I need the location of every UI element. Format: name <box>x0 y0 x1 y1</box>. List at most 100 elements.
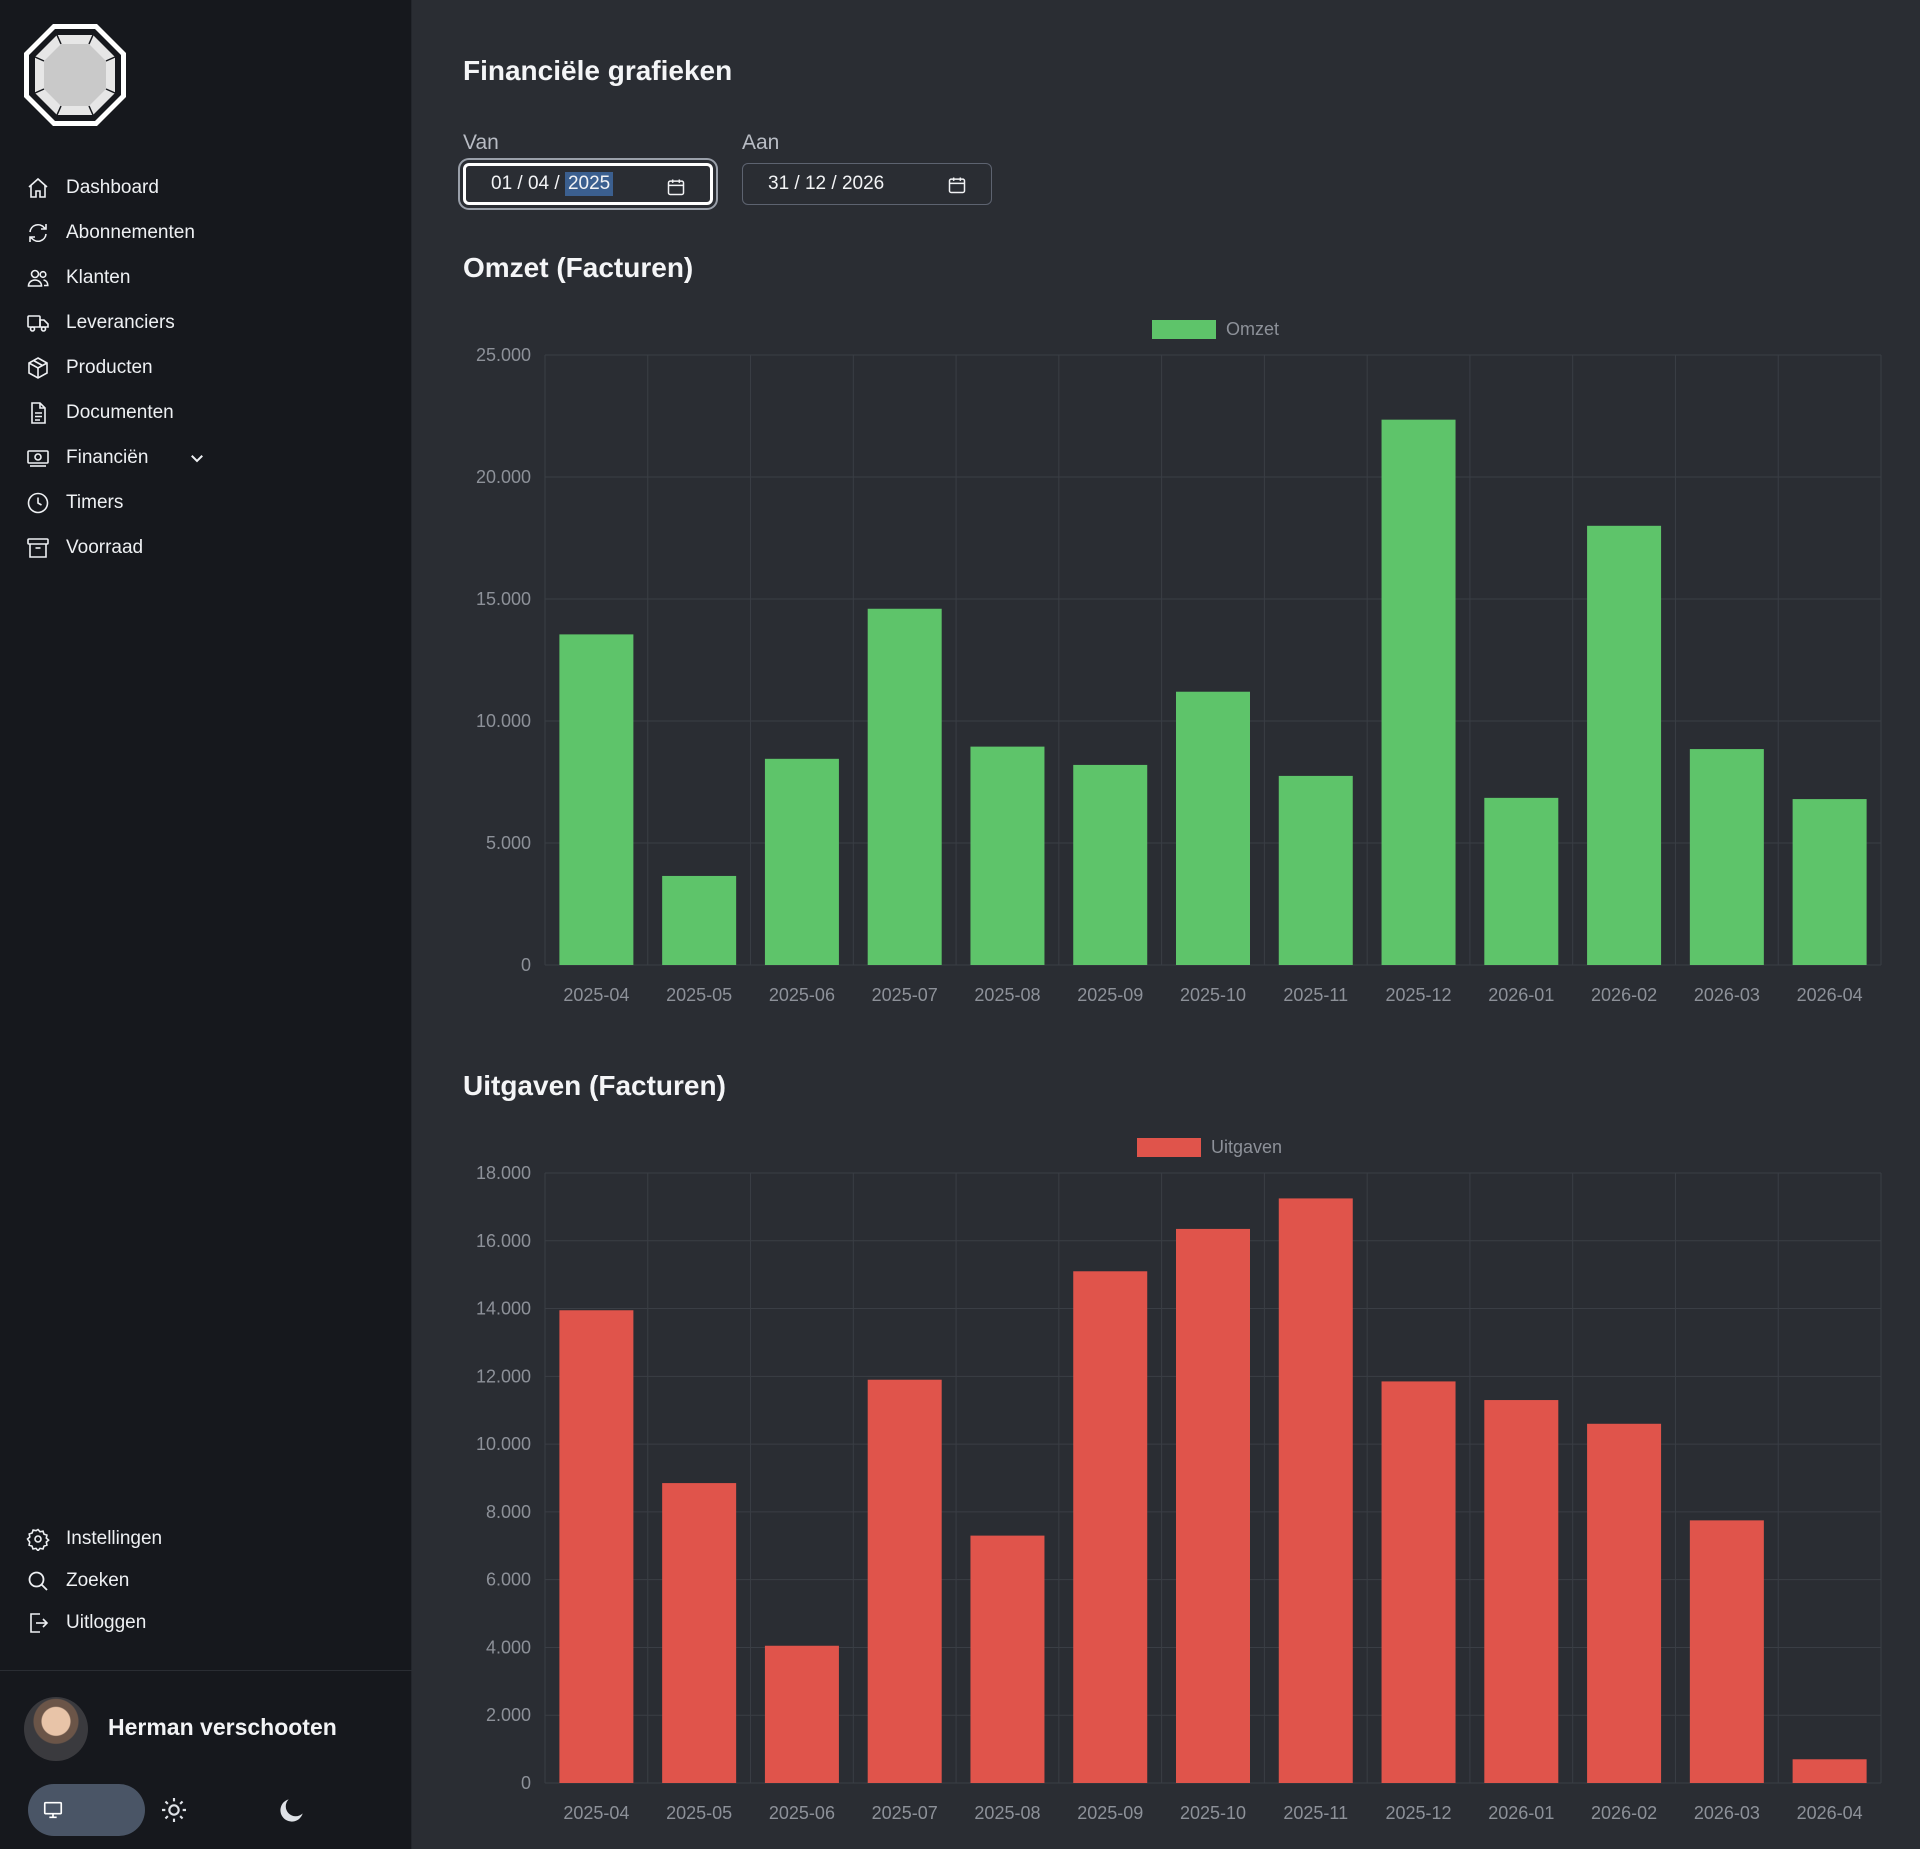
expenses-xtick-label: 2025-11 <box>1283 1803 1348 1823</box>
refresh-icon <box>29 223 47 243</box>
revenue-xtick-label: 2025-07 <box>872 985 938 1005</box>
avatar[interactable] <box>24 1697 88 1761</box>
revenue-bar[interactable] <box>867 608 942 965</box>
truck-icon <box>27 315 49 332</box>
nav-item-financien[interactable]: Financiën <box>26 440 386 476</box>
expenses-xtick-label: 2026-04 <box>1797 1803 1863 1823</box>
nav-item-documenten[interactable]: Documenten <box>26 395 386 431</box>
expenses-chart: Uitgaven 0 2.000 4.000 6.000 8.000 10.000 12.00… <box>476 1137 1882 1823</box>
nav-item-instellingen[interactable]: Instellingen <box>26 1521 386 1557</box>
revenue-xtick-label: 2025-04 <box>563 985 629 1005</box>
expenses-xtick-label: 2025-08 <box>974 1803 1040 1823</box>
expenses-ytick-label: 8.000 <box>486 1502 531 1522</box>
expenses-bar[interactable] <box>867 1379 942 1783</box>
nav-item-label: Dashboard <box>66 177 159 198</box>
search-icon <box>28 1571 48 1591</box>
expenses-xtick-label: 2025-06 <box>769 1803 835 1823</box>
revenue-bar[interactable] <box>1073 764 1148 965</box>
expenses-ytick-label: 6.000 <box>486 1570 531 1590</box>
nav-item-abonnementen[interactable]: Abonnementen <box>26 215 386 251</box>
expenses-bar[interactable] <box>764 1645 839 1783</box>
moon-icon[interactable] <box>276 1794 308 1826</box>
expenses-ytick-label: 12.000 <box>476 1366 531 1386</box>
nav-item-label: Abonnementen <box>66 222 195 243</box>
expenses-xtick-label: 2026-01 <box>1488 1803 1554 1823</box>
calendar-icon[interactable] <box>666 177 686 197</box>
expenses-xtick-label: 2025-04 <box>563 1803 629 1823</box>
expenses-ytick-label: 4.000 <box>486 1637 531 1657</box>
expenses-ytick-label: 14.000 <box>476 1299 531 1319</box>
expenses-bar[interactable] <box>1176 1228 1250 1783</box>
sun-icon[interactable] <box>158 1794 190 1826</box>
expenses-bar[interactable] <box>1484 1400 1559 1783</box>
revenue-xtick-label: 2025-10 <box>1180 985 1246 1005</box>
from-date-year: 2025 <box>564 172 614 196</box>
nav-item-label: Klanten <box>66 267 131 288</box>
revenue-bar[interactable] <box>1381 419 1456 965</box>
to-label: Aan <box>742 131 780 154</box>
from-date-input[interactable]: 01 / 04 / 2025 <box>463 163 713 205</box>
expenses-bar[interactable] <box>1278 1198 1353 1783</box>
revenue-chart: Omzet 0 5.000 10.000 15.000 20.000 25.000 2025-… <box>476 319 1882 1005</box>
expenses-ytick-label: 10.000 <box>476 1434 531 1454</box>
expenses-bar[interactable] <box>662 1483 737 1783</box>
revenue-bar[interactable] <box>1176 691 1250 965</box>
revenue-bar[interactable] <box>1278 775 1353 965</box>
revenue-chart-title: Omzet (Facturen) <box>463 252 694 283</box>
gear-icon <box>26 1528 50 1551</box>
revenue-legend-label: Omzet <box>1226 319 1279 339</box>
app-logo[interactable] <box>22 22 128 128</box>
nav-item-dashboard[interactable]: Dashboard <box>26 170 386 206</box>
revenue-xtick-label: 2025-05 <box>666 985 732 1005</box>
revenue-bar[interactable] <box>662 875 737 965</box>
expenses-bar[interactable] <box>1689 1520 1764 1783</box>
revenue-bar[interactable] <box>970 746 1045 965</box>
chevron-down-icon[interactable] <box>188 449 206 467</box>
nav-item-klanten[interactable]: Klanten <box>26 260 386 296</box>
expenses-bar[interactable] <box>1792 1759 1867 1783</box>
nav-item-zoeken[interactable]: Zoeken <box>26 1563 386 1599</box>
expenses-ytick-label: 0 <box>521 1773 531 1793</box>
nav-item-label: Timers <box>66 492 124 513</box>
to-date-value: 31 / 12 / 2026 <box>768 173 885 194</box>
expenses-chart-title: Uitgaven (Facturen) <box>463 1070 726 1101</box>
revenue-xtick-label: 2026-01 <box>1488 985 1554 1005</box>
revenue-bar[interactable] <box>764 758 839 965</box>
nav-item-producten[interactable]: Producten <box>26 350 386 386</box>
revenue-xtick-label: 2026-04 <box>1797 985 1863 1005</box>
home-icon <box>28 177 48 198</box>
revenue-ytick-label: 5.000 <box>486 833 531 853</box>
revenue-bar[interactable] <box>1484 797 1559 965</box>
expenses-xtick-label: 2025-05 <box>666 1803 732 1823</box>
expenses-bar[interactable] <box>559 1310 634 1783</box>
calendar-icon[interactable] <box>947 175 967 195</box>
nav-item-label: Instellingen <box>66 1528 163 1549</box>
sidebar: Dashboard Abonnementen Klanten Leveranci… <box>0 0 412 1849</box>
revenue-legend[interactable]: Omzet <box>1152 319 1279 339</box>
logout-icon <box>30 1613 49 1633</box>
nav-item-uitloggen[interactable]: Uitloggen <box>26 1605 386 1641</box>
to-date-input[interactable]: 31 / 12 / 2026 <box>742 163 992 205</box>
nav-item-leveranciers[interactable]: Leveranciers <box>26 305 386 341</box>
expenses-bar[interactable] <box>1381 1381 1456 1783</box>
revenue-xtick-label: 2026-03 <box>1694 985 1760 1005</box>
expenses-ytick-label: 16.000 <box>476 1231 531 1251</box>
expenses-xtick-label: 2025-12 <box>1386 1803 1452 1823</box>
nav-item-label: Producten <box>66 357 153 378</box>
nav-item-timers[interactable]: Timers <box>26 485 386 521</box>
revenue-bar[interactable] <box>559 634 634 965</box>
theme-switcher <box>28 1784 318 1836</box>
expenses-bar[interactable] <box>1073 1271 1148 1783</box>
revenue-ytick-label: 0 <box>521 955 531 975</box>
revenue-bar[interactable] <box>1792 799 1867 965</box>
revenue-legend-swatch <box>1152 320 1216 339</box>
nav-item-voorraad[interactable]: Voorraad <box>26 530 386 566</box>
expenses-xtick-label: 2026-02 <box>1591 1803 1657 1823</box>
expenses-bar[interactable] <box>970 1535 1045 1783</box>
revenue-bar[interactable] <box>1587 525 1662 965</box>
revenue-bar[interactable] <box>1689 749 1764 965</box>
theme-system-button[interactable] <box>28 1784 145 1836</box>
expenses-bar[interactable] <box>1587 1423 1662 1783</box>
revenue-ytick-label: 20.000 <box>476 467 531 487</box>
expenses-legend[interactable]: Uitgaven <box>1137 1137 1282 1157</box>
